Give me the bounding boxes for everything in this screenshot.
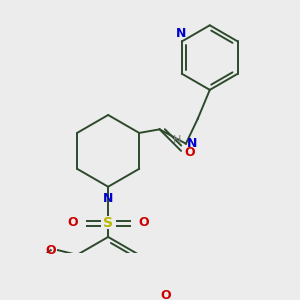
Text: N: N	[187, 137, 197, 150]
Text: H: H	[173, 135, 181, 145]
Text: O: O	[45, 244, 56, 256]
Text: O: O	[185, 146, 195, 159]
Text: O: O	[68, 216, 78, 229]
Text: N: N	[176, 27, 186, 40]
Text: O: O	[138, 216, 149, 229]
Text: S: S	[103, 216, 113, 230]
Text: O: O	[161, 289, 171, 300]
Text: N: N	[103, 191, 113, 205]
